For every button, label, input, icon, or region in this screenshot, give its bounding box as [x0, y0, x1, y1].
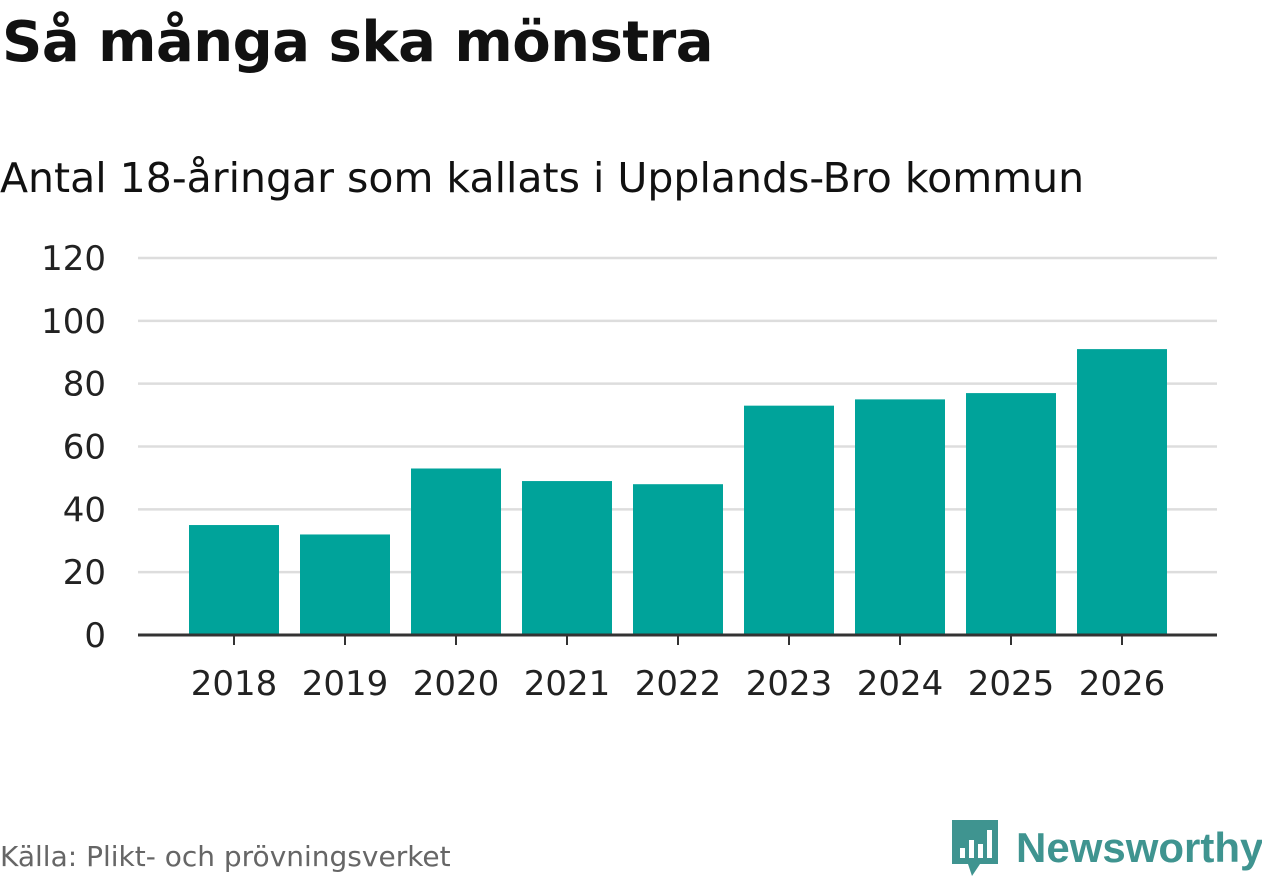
- y-tick-label: 40: [63, 490, 106, 530]
- bars: [189, 349, 1167, 635]
- brand-name: Newsworthy: [1016, 824, 1262, 871]
- bar-2023: [744, 405, 834, 635]
- x-tick-label: 2024: [857, 664, 944, 704]
- x-tick-label: 2020: [413, 664, 500, 704]
- newsworthy-logo-icon: [952, 820, 998, 876]
- x-tick-label: 2026: [1079, 664, 1166, 704]
- y-tick-label: 60: [63, 428, 106, 468]
- bar-2019: [300, 534, 390, 635]
- y-tick-label: 80: [63, 365, 106, 405]
- x-tick-label: 2025: [968, 664, 1055, 704]
- bar-2021: [522, 481, 612, 635]
- y-tick-label: 20: [63, 553, 106, 593]
- x-tick-label: 2021: [524, 664, 611, 704]
- brand-logo[interactable]: Newsworthy: [950, 818, 1262, 878]
- bar-2024: [855, 399, 945, 635]
- x-tick-label: 2022: [635, 664, 722, 704]
- bar-2026: [1077, 349, 1167, 635]
- bar-2022: [633, 484, 723, 635]
- bar-2018: [189, 525, 279, 635]
- chart-title: Så många ska mönstra: [2, 10, 714, 75]
- bar-2020: [411, 468, 501, 635]
- y-tick-label: 120: [41, 239, 106, 279]
- y-tick-label: 0: [84, 616, 106, 656]
- x-tick-label: 2023: [746, 664, 833, 704]
- bar-2025: [966, 393, 1056, 635]
- chart-subtitle: Antal 18-åringar som kallats i Upplands-…: [0, 154, 1085, 202]
- x-tick-label: 2018: [191, 664, 278, 704]
- y-tick-label: 100: [41, 302, 106, 342]
- source-note: Källa: Plikt- och prövningsverket: [0, 840, 451, 873]
- x-tick-label: 2019: [302, 664, 389, 704]
- axes: 0 20 40 60 80 100 120 2018 2019 2020 2021 2022 2023 2…: [41, 239, 1217, 704]
